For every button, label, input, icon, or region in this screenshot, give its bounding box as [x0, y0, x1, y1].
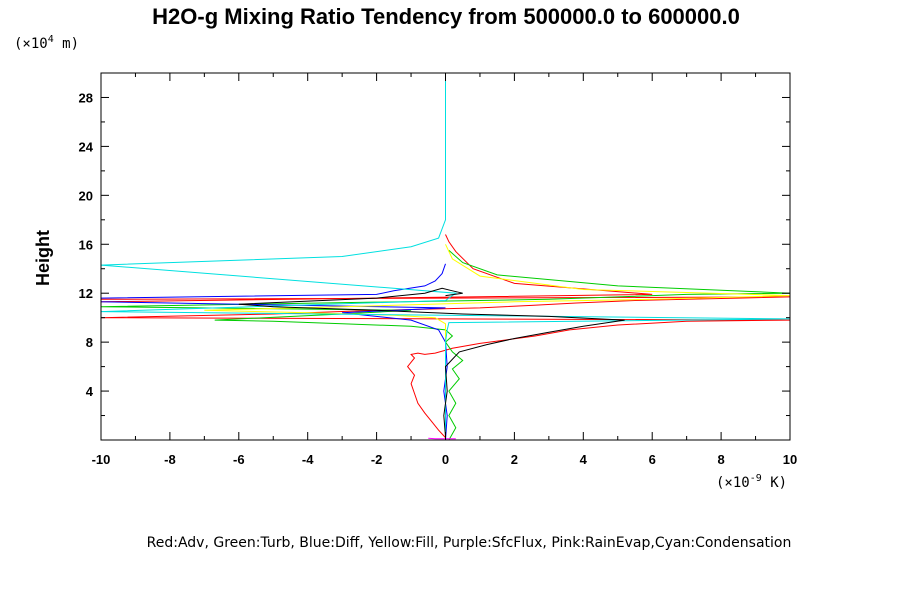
x-tick-label: 6 [649, 452, 656, 467]
x-tick-label: -4 [302, 452, 314, 467]
chart-title: H2O-g Mixing Ratio Tendency from 500000.… [152, 4, 740, 29]
y-tick-label: 4 [86, 384, 94, 399]
plot-frame [100, 72, 791, 441]
x-unit-prefix: (×10 [716, 475, 750, 491]
series-line-2 [100, 263, 448, 441]
x-unit-exponent: -9 [750, 473, 762, 484]
x-unit-label: (×10-9 K) [716, 473, 787, 491]
series-line-6 [428, 437, 456, 440]
x-tick-label: -10 [92, 452, 111, 467]
y-tick-label: 28 [79, 90, 93, 105]
x-tick-label: 4 [580, 452, 588, 467]
x-tick-label: -8 [164, 452, 176, 467]
x-tick-label: 0 [442, 452, 449, 467]
x-tick-label: 8 [717, 452, 724, 467]
x-tick-label: 2 [511, 452, 518, 467]
y-tick-label: 8 [86, 335, 93, 350]
y-unit-prefix: (×10 [14, 36, 48, 52]
series-line-3 [204, 244, 791, 440]
x-tick-label: -2 [371, 452, 383, 467]
legend-text: Red:Adv, Green:Turb, Blue:Diff, Yellow:F… [147, 535, 792, 551]
y-axis-label: Height [33, 230, 53, 286]
x-tick-label: -6 [233, 452, 245, 467]
y-tick-label: 24 [79, 139, 94, 154]
series-line-4 [100, 73, 791, 440]
y-tick-label: 12 [79, 286, 93, 301]
x-unit-suffix: K) [762, 475, 787, 491]
series-line-1 [100, 250, 791, 441]
series-line-5 [238, 287, 625, 437]
y-tick-label: 20 [79, 188, 93, 203]
y-unit-suffix: m) [54, 36, 79, 52]
y-unit-label: (×104 m) [14, 34, 79, 52]
y-unit-exponent: 4 [48, 34, 54, 45]
x-tick-label: 10 [783, 452, 797, 467]
series-group [100, 73, 791, 441]
y-tick-label: 16 [79, 237, 93, 252]
